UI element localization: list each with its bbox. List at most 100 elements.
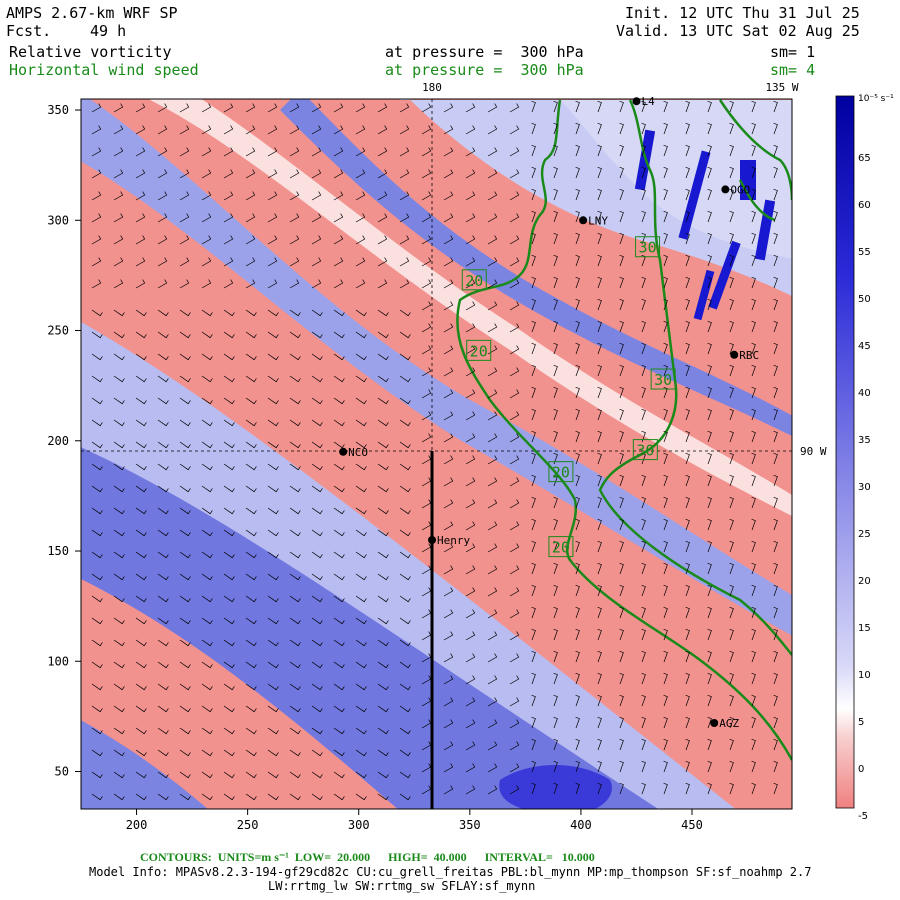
wind-barb [641,628,646,641]
wind-barb [113,353,125,361]
wind-barb [289,147,300,157]
wind-barb [245,463,257,471]
wind-barb [245,147,256,157]
wind-barb [465,675,476,685]
wind-barb [597,716,602,729]
wind-barb [597,694,602,707]
wind-barb [223,705,235,713]
wind-barb [465,653,476,663]
wind-barb [751,364,756,377]
wind-barb [333,235,344,245]
wind-barb [399,309,411,317]
wind-barb [377,683,389,691]
wind-barb [91,309,103,317]
wind-barb [509,433,520,443]
wind-barb [531,122,536,135]
wind-barb [267,441,279,449]
wind-barb [135,353,147,361]
wind-barb [179,331,191,339]
wind-barb [509,741,520,751]
wind-barb [531,342,536,355]
wind-barb [377,169,388,179]
wind-barb [707,760,712,773]
wind-barb [355,727,367,735]
wind-barb [179,771,191,779]
wind-barb [91,749,103,757]
wind-barb [333,485,345,493]
wind-barb [157,463,169,471]
wind-barb [113,441,125,449]
wind-barb [333,375,345,383]
wind-barb [707,364,712,377]
wind-barb [487,719,498,729]
wind-barb [157,125,168,135]
wind-barb [421,367,432,377]
wind-barb [157,353,169,361]
wind-barb [201,375,213,383]
wind-barb [311,617,323,625]
wind-barb [465,323,476,333]
wind-barb [553,100,558,113]
wind-barb [201,705,213,713]
wind-barb [421,389,432,399]
wind-barb [707,628,712,641]
wind-barb [729,606,734,619]
wind-barb [289,397,301,405]
wind-barb [113,573,125,581]
wind-barb [333,331,345,339]
colorbar-tick-label: 50 [858,294,871,305]
wind-barb [245,125,256,135]
wind-barb [685,342,690,355]
wind-barb [267,191,278,201]
wind-barb [289,529,301,537]
wind-barb [487,257,498,267]
wind-barb [641,694,646,707]
wind-barb [245,551,257,559]
wind-barb [311,257,322,267]
x-tick-label: 300 [348,818,370,832]
wind-barb [245,683,257,691]
wind-barb [619,760,624,773]
wind-barb [575,738,580,751]
wind-barb [113,507,125,515]
wind-barb [597,188,602,201]
wind-barb [487,389,498,399]
wind-barb [179,419,191,427]
wind-barb [355,441,367,449]
wind-barb [465,389,476,399]
wind-barb [707,474,712,487]
wind-barb [223,331,235,339]
wind-barb [685,672,690,685]
wind-barb [487,763,498,773]
wind-barb [245,213,256,223]
wind-barb [399,279,410,289]
wind-barb [509,345,520,355]
wind-barb [773,386,778,399]
wind-barb [641,364,646,377]
wind-barb [201,661,213,669]
wind-barb [465,631,476,641]
wind-barb [553,188,558,201]
wind-barb [399,661,411,669]
wind-barb [619,408,624,421]
init-time: Init. 12 UTC Thu 31 Jul 25 [625,4,860,22]
wind-barb [553,408,558,421]
wind-barb [663,276,668,289]
wind-barb [377,147,388,157]
wind-barb [311,749,323,757]
wind-barb [575,188,580,201]
wind-barb [685,408,690,421]
wind-barb [751,716,756,729]
wind-barb [399,463,411,471]
wind-barb [465,213,476,223]
wind-barb [289,169,300,179]
wind-barb [663,562,668,575]
wind-barb [575,584,580,597]
wind-barb [641,342,646,355]
wind-barb [267,617,279,625]
wind-barb [157,683,169,691]
wind-barb [377,485,389,493]
wind-barb [597,210,602,223]
wind-barb [443,455,454,465]
wind-barb [619,298,624,311]
